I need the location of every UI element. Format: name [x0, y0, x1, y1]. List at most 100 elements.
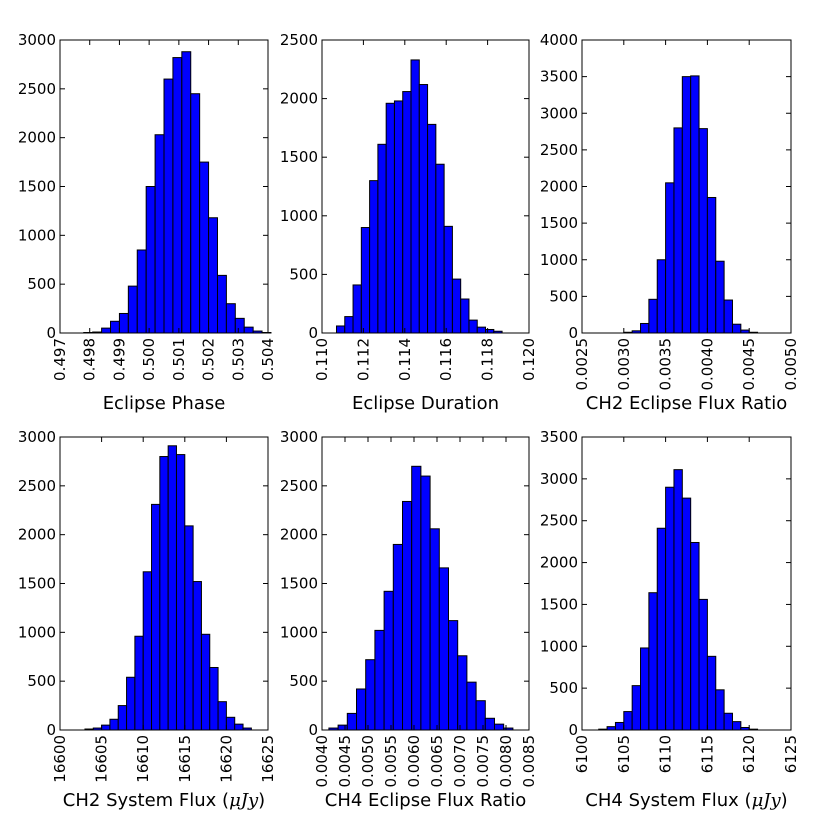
histogram-bar — [690, 75, 700, 334]
histogram-bar — [385, 102, 395, 334]
x-tick-label: 0.0040 — [698, 338, 716, 391]
x-tick-label: 0.118 — [479, 338, 497, 381]
x-tick-label: 0.110 — [313, 338, 331, 381]
y-tick-label: 500 — [549, 287, 578, 305]
histogram-bar — [706, 655, 717, 731]
y-tick-label: 4000 — [540, 31, 578, 49]
x-tick-label: 0.0080 — [497, 735, 515, 788]
histogram-bar — [640, 647, 650, 731]
x-tick-label: 0.0055 — [382, 735, 400, 788]
histogram-bar — [631, 685, 642, 731]
x-tick-label: 0.0070 — [451, 735, 469, 788]
histogram-bar — [145, 186, 156, 334]
histogram-bar — [402, 500, 413, 731]
y-tick-label: 2500 — [18, 80, 56, 98]
y-tick-label: 2500 — [280, 477, 318, 495]
x-tick-label: 0.504 — [259, 338, 277, 381]
y-tick-label: 2000 — [280, 90, 318, 108]
histogram-bar — [127, 285, 138, 334]
y-tick-label: 0 — [46, 324, 56, 342]
histogram-bar — [337, 724, 348, 731]
histogram-bar — [118, 312, 129, 334]
x-tick-label: 0.116 — [437, 338, 455, 381]
histogram-bar — [374, 629, 385, 731]
histogram-bar — [466, 681, 477, 731]
x-tick-label: 6115 — [698, 735, 716, 773]
histogram-bar — [457, 655, 468, 731]
x-tick-label: 6105 — [615, 735, 633, 773]
histogram-bar — [190, 93, 201, 334]
x-tick-label: 0.498 — [81, 338, 99, 381]
y-tick-label: 1000 — [18, 226, 56, 244]
x-tick-label: 16600 — [51, 735, 69, 783]
y-tick-label: 1500 — [18, 575, 56, 593]
x-axis-label: CH4 System Flux (μJy) — [585, 790, 787, 811]
histogram-bar — [192, 581, 202, 731]
x-tick-label: 0.502 — [200, 338, 218, 381]
y-tick-label: 500 — [27, 672, 56, 690]
histogram-bar — [723, 299, 733, 334]
histogram-panel-2: 0 500 1000 1500 2000 2500 0.110 0.112 0.114 0.116… — [280, 31, 538, 414]
histogram-bar — [117, 705, 128, 731]
histogram-bar — [673, 469, 683, 731]
y-tick-label: 0 — [308, 324, 318, 342]
histogram-bar — [209, 666, 219, 731]
x-tick-label: 0.0040 — [313, 735, 331, 788]
y-tick-label: 1000 — [18, 623, 56, 641]
histogram-bar — [175, 454, 186, 731]
x-axis-label: CH2 System Flux (μJy) — [63, 790, 265, 811]
histogram-bar — [640, 322, 650, 334]
y-tick-label: 2500 — [280, 31, 318, 49]
x-tick-label: 0.0030 — [615, 338, 633, 391]
y-tick-label: 3000 — [540, 470, 578, 488]
x-tick-label: 0.497 — [51, 338, 69, 381]
histogram-bar — [172, 57, 183, 334]
y-tick-label: 1000 — [540, 637, 578, 655]
histogram-bar — [109, 718, 119, 731]
x-tick-label: 0.0085 — [520, 735, 538, 788]
x-tick-label: 0.0045 — [336, 735, 354, 788]
histogram-bar — [101, 724, 111, 731]
histogram-bar — [208, 217, 218, 334]
plot-frame — [321, 39, 530, 334]
y-tick-label: 3500 — [540, 68, 578, 86]
x-tick-label: 0.0045 — [740, 338, 758, 391]
histogram-bar — [335, 325, 346, 334]
histogram-bar — [101, 327, 112, 334]
histogram-panel-4: 0 500 1000 1500 2000 2500 3000 16600 16605 16610 1… — [18, 428, 277, 811]
histogram-bar — [681, 497, 692, 731]
x-tick-label: 0.114 — [396, 338, 414, 381]
histogram-bar — [731, 721, 742, 731]
histogram-bar — [448, 620, 459, 731]
histogram-bar — [410, 59, 420, 334]
histogram-bar — [234, 317, 245, 334]
y-tick-label: 1500 — [540, 214, 578, 232]
y-tick-label: 3000 — [18, 31, 56, 49]
histogram-bar — [485, 328, 495, 334]
y-tick-label: 1500 — [280, 575, 318, 593]
x-tick-label: 0.501 — [170, 338, 188, 381]
y-tick-label: 1500 — [18, 178, 56, 196]
y-tick-label: 3000 — [18, 428, 56, 446]
y-tick-label: 0 — [568, 721, 578, 739]
histogram-bar — [427, 123, 437, 334]
histogram-bar — [163, 78, 174, 334]
y-tick-label: 1000 — [280, 623, 318, 641]
histogram-bar — [606, 726, 616, 731]
histogram-bar — [383, 590, 394, 731]
x-tick-label: 6120 — [740, 735, 758, 773]
x-tick-label: 16620 — [217, 735, 235, 783]
x-tick-label: 16615 — [176, 735, 194, 783]
y-tick-label: 0 — [568, 324, 578, 342]
y-tick-label: 3000 — [280, 428, 318, 446]
histogram-panel-1: 0 500 1000 1500 2000 2500 3000 0.497 0.498 0.499 0… — [18, 31, 277, 414]
x-tick-label: 0.499 — [110, 338, 128, 381]
histogram-bar — [110, 320, 120, 334]
y-tick-label: 500 — [289, 672, 318, 690]
histogram-bar — [673, 127, 683, 334]
histogram-bar — [234, 723, 244, 731]
histogram-bar — [614, 721, 625, 731]
histogram-bar — [665, 486, 675, 731]
x-tick-label: 16605 — [93, 735, 111, 783]
x-tick-label: 0.112 — [354, 338, 372, 381]
